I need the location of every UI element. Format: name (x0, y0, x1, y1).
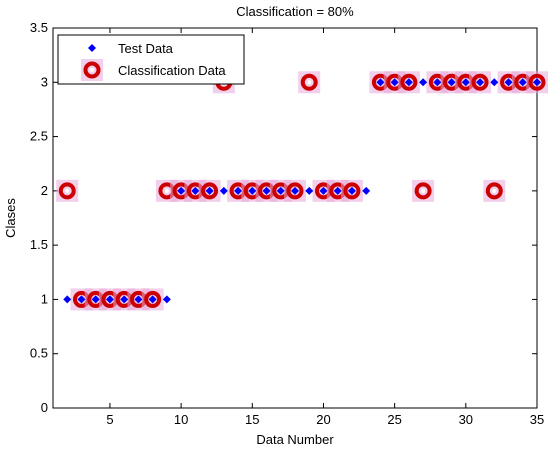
y-tick-label: 3 (41, 74, 48, 89)
test-data-point (419, 78, 428, 87)
test-data-point (476, 78, 485, 87)
chart-title: Classification = 80% (236, 4, 354, 19)
test-data-point (148, 295, 157, 304)
test-data-point (219, 186, 228, 195)
test-data-point (276, 186, 285, 195)
test-data-point (518, 78, 527, 87)
test-data-point (333, 186, 342, 195)
test-data-point (447, 78, 456, 87)
legend: Test Data Classification Data (57, 34, 245, 85)
test-data-point (504, 78, 513, 87)
classification-data-point (298, 71, 321, 94)
test-data-point (77, 295, 86, 304)
classification-data-point (412, 179, 435, 202)
test-data-point (347, 186, 356, 195)
test-data-point (305, 186, 314, 195)
test-data-point (490, 78, 499, 87)
classification-data-point (56, 179, 79, 202)
test-data-point (120, 295, 129, 304)
x-tick-label: 20 (316, 412, 330, 427)
legend-classification-data-marker (81, 59, 103, 81)
test-data-point (191, 186, 200, 195)
test-data-point (390, 78, 399, 87)
test-data-point (404, 78, 413, 87)
test-data-point (177, 186, 186, 195)
y-tick-label: 1 (41, 291, 48, 306)
test-data-point (105, 295, 114, 304)
y-tick-label: 0.5 (30, 346, 48, 361)
test-data-point (319, 186, 328, 195)
test-data-point (376, 78, 385, 87)
y-tick-label: 3.5 (30, 20, 48, 35)
test-data-point (433, 78, 442, 87)
test-data-point (134, 295, 143, 304)
x-tick-label: 15 (245, 412, 259, 427)
test-data-point (205, 186, 214, 195)
y-tick-label: 1.5 (30, 237, 48, 252)
classification-data-point (483, 179, 506, 202)
test-data-point (91, 295, 100, 304)
legend-label-classification-data: Classification Data (118, 63, 226, 78)
test-data-point (234, 186, 243, 195)
legend-test-data-marker (88, 44, 96, 52)
test-data-point (533, 78, 541, 87)
test-data-point (248, 186, 257, 195)
y-tick-label: 2.5 (30, 129, 48, 144)
y-tick-label: 2 (41, 183, 48, 198)
y-axis-label: Clases (3, 198, 18, 238)
legend-marker-test-data (88, 44, 96, 52)
legend-marker-classification-data (81, 59, 103, 81)
x-tick-label: 35 (530, 412, 544, 427)
x-tick-label: 5 (106, 412, 113, 427)
test-data-point (63, 295, 72, 304)
test-data-point (362, 186, 371, 195)
test-data-point (461, 78, 470, 87)
y-tick-label: 0 (41, 400, 48, 415)
x-tick-label: 10 (174, 412, 188, 427)
test-data-point (262, 186, 271, 195)
data-marks (56, 71, 548, 311)
x-tick-label: 25 (387, 412, 401, 427)
legend-label-test-data: Test Data (118, 41, 174, 56)
test-data-point (291, 186, 299, 195)
test-data-point (162, 295, 171, 304)
x-axis-label: Data Number (256, 432, 334, 447)
x-tick-label: 30 (459, 412, 473, 427)
axes-ticks: 5 10 15 20 25 30 35 0 0.5 1 1.5 2 2.5 3 3.5 (30, 20, 544, 427)
